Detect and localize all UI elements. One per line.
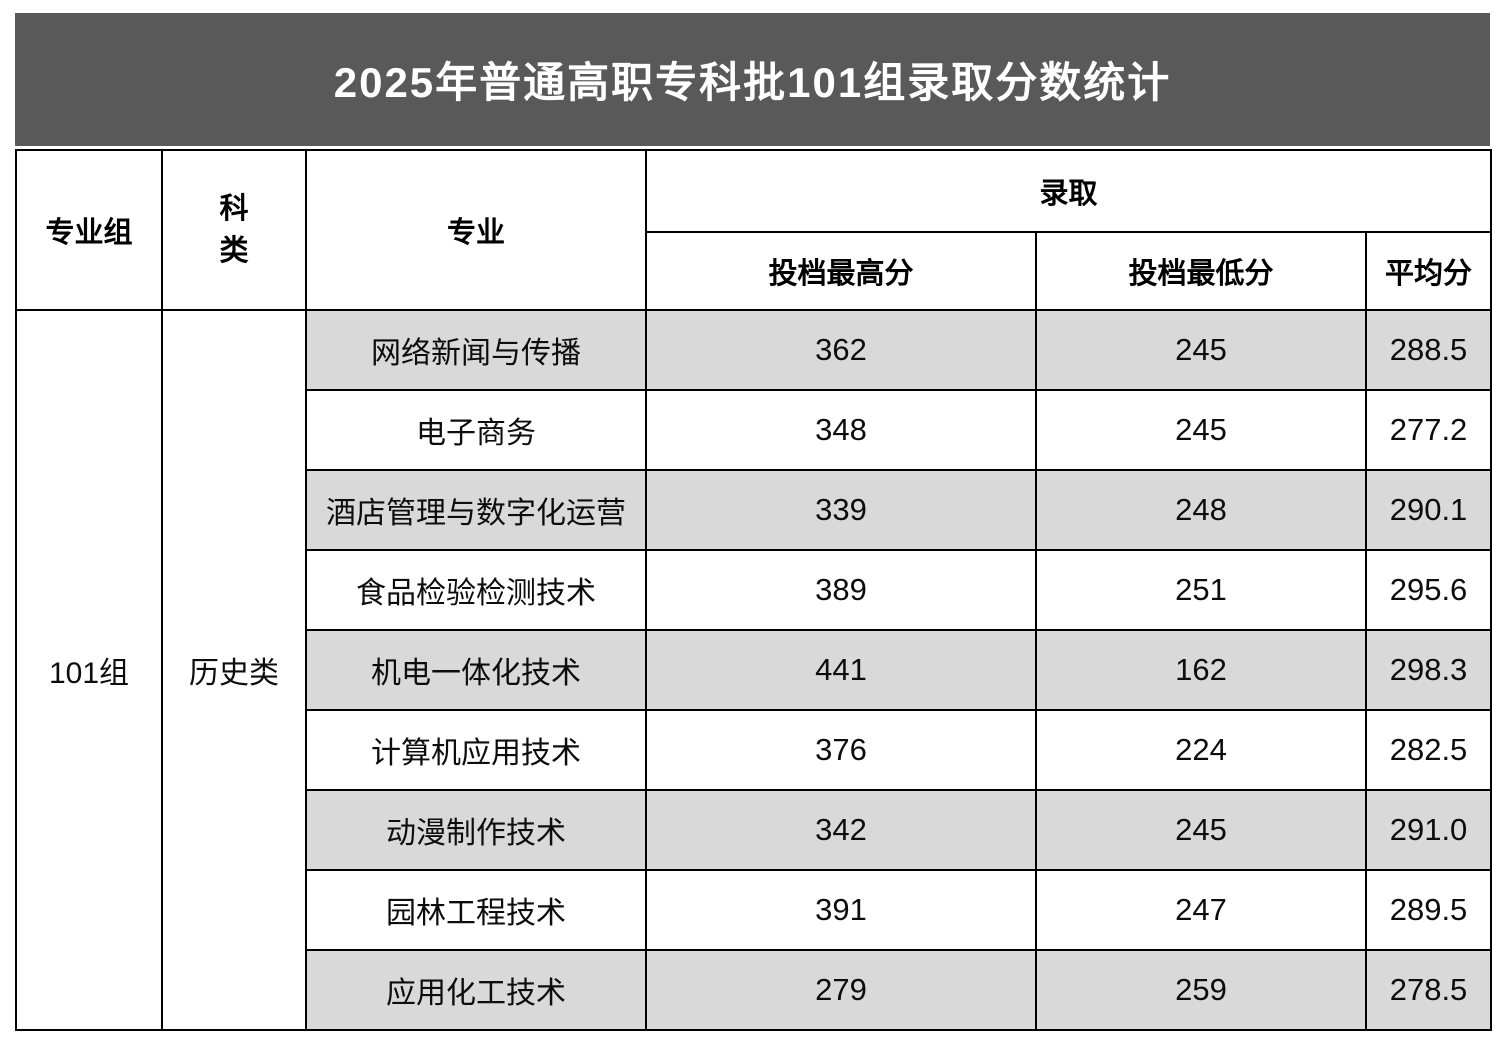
header-category: 科 类 [161,149,307,311]
table-row: 园林工程技术 391 247 289.5 [16,869,1493,951]
table-row: 应用化工技术 279 259 278.5 [16,949,1493,1031]
avg-score-cell: 298.3 [1364,629,1493,711]
max-score-cell: 279 [645,949,1037,1031]
max-score-cell: 376 [645,709,1037,791]
max-score-cell: 362 [645,309,1037,391]
max-score-cell: 342 [645,789,1037,871]
header-min-score: 投档最低分 [1035,231,1367,311]
major-cell: 机电一体化技术 [305,629,647,711]
min-score-cell: 259 [1035,949,1367,1031]
page-title: 2025年普通高职专科批101组录取分数统计 [333,59,1172,106]
table-header: 专业组 科 类 专业 录取 投档最高分 投档最低分 平均分 [15,149,1493,311]
max-score-cell: 441 [645,629,1037,711]
min-score-cell: 224 [1035,709,1367,791]
avg-score-cell: 278.5 [1364,949,1493,1031]
table-row: 动漫制作技术 342 245 291.0 [16,789,1493,871]
min-score-cell: 247 [1035,869,1367,951]
major-cell: 网络新闻与传播 [305,309,647,391]
table-row: 机电一体化技术 441 162 298.3 [16,629,1493,711]
avg-score-cell: 282.5 [1364,709,1493,791]
header-admission: 录取 [644,149,1493,233]
group-value-cell: 101组 [15,309,163,1031]
header-max-score: 投档最高分 [645,231,1037,311]
min-score-cell: 248 [1035,469,1367,551]
avg-score-cell: 277.2 [1364,389,1493,471]
min-score-cell: 251 [1035,549,1367,631]
min-score-cell: 245 [1035,789,1367,871]
min-score-cell: 162 [1035,629,1367,711]
header-major: 专业 [305,149,647,311]
table-row: 电子商务 348 245 277.2 [16,389,1493,471]
avg-score-cell: 289.5 [1364,869,1493,951]
major-cell: 应用化工技术 [305,949,647,1031]
category-value-cell: 历史类 [161,309,307,1031]
avg-score-cell: 291.0 [1364,789,1493,871]
header-avg-score: 平均分 [1364,231,1493,311]
major-cell: 计算机应用技术 [305,709,647,791]
major-cell: 动漫制作技术 [305,789,647,871]
table-row: 食品检验检测技术 389 251 295.6 [16,549,1493,631]
major-cell: 电子商务 [305,389,647,471]
min-score-cell: 245 [1035,309,1367,391]
max-score-cell: 389 [645,549,1037,631]
header-group: 专业组 [15,149,163,311]
score-table: 专业组 科 类 专业 录取 投档最高分 投档最低分 平均分 101组 历史类 网… [15,149,1493,1031]
max-score-cell: 391 [645,869,1037,951]
table-body: 101组 历史类 网络新闻与传播 362 245 288.5 电子商务 348 … [15,309,1493,1031]
table-row: 101组 历史类 网络新闻与传播 362 245 288.5 [15,309,1493,1031]
table-row: 酒店管理与数字化运营 339 248 290.1 [16,469,1493,551]
avg-score-cell: 295.6 [1364,549,1493,631]
min-score-cell: 245 [1035,389,1367,471]
major-cell: 食品检验检测技术 [305,549,647,631]
title-bar: 2025年普通高职专科批101组录取分数统计 [15,13,1490,146]
max-score-cell: 348 [645,389,1037,471]
avg-score-cell: 290.1 [1364,469,1493,551]
max-score-cell: 339 [645,469,1037,551]
table-row: 计算机应用技术 376 224 282.5 [16,709,1493,791]
major-cell: 酒店管理与数字化运营 [305,469,647,551]
avg-score-cell: 288.5 [1364,309,1493,391]
major-cell: 园林工程技术 [305,869,647,951]
